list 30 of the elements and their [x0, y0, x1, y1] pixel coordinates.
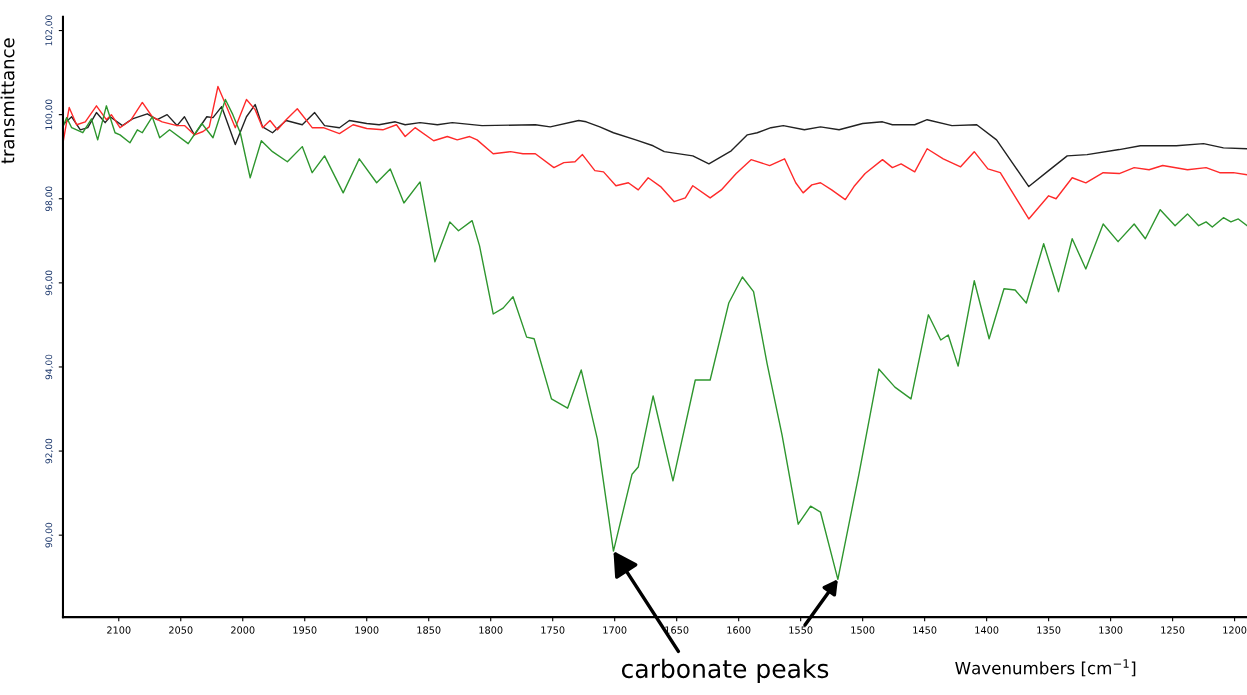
x-tick-label: 1550 [789, 626, 813, 634]
y-tick-label: 100,00 [45, 99, 54, 130]
x-tick-label: 1500 [851, 626, 875, 634]
line-series [62, 85, 1247, 220]
y-tick-label: 90,00 [45, 522, 54, 548]
y-axis-title: transmittance [0, 38, 15, 164]
line-series [62, 103, 1247, 188]
x-tick-label: 1200 [1223, 626, 1247, 634]
x-tick-label: 1750 [541, 626, 565, 634]
x-tick-label: 1950 [293, 626, 317, 634]
y-tick-label: 98,00 [45, 186, 54, 212]
y-tick-label: 92,00 [45, 438, 54, 464]
y-tick-label: 94,00 [45, 354, 54, 380]
x-tick-label: 1400 [975, 626, 999, 634]
x-tick-label: 1900 [355, 626, 379, 634]
x-tick-label: 1350 [1037, 626, 1061, 634]
annotation: carbonate peaks [621, 658, 829, 683]
x-tick-label: 2000 [231, 626, 255, 634]
x-tick-label: 1250 [1161, 626, 1185, 634]
x-axis-title: Wavenumbers [cm$^{−1}$] [955, 659, 1136, 677]
x-tick-label: 1800 [479, 626, 503, 634]
x-tick-label: 1300 [1099, 626, 1123, 634]
x-tick-label: 1700 [603, 626, 627, 634]
x-tick-label: 2050 [169, 626, 193, 634]
x-tick-label: 1450 [913, 626, 937, 634]
x-tick-label: 2100 [107, 626, 131, 634]
x-tick-label: 1600 [727, 626, 751, 634]
y-tick-label: 102,00 [45, 15, 54, 46]
x-tick-label: 1850 [417, 626, 441, 634]
y-tick-label: 96,00 [45, 270, 54, 296]
